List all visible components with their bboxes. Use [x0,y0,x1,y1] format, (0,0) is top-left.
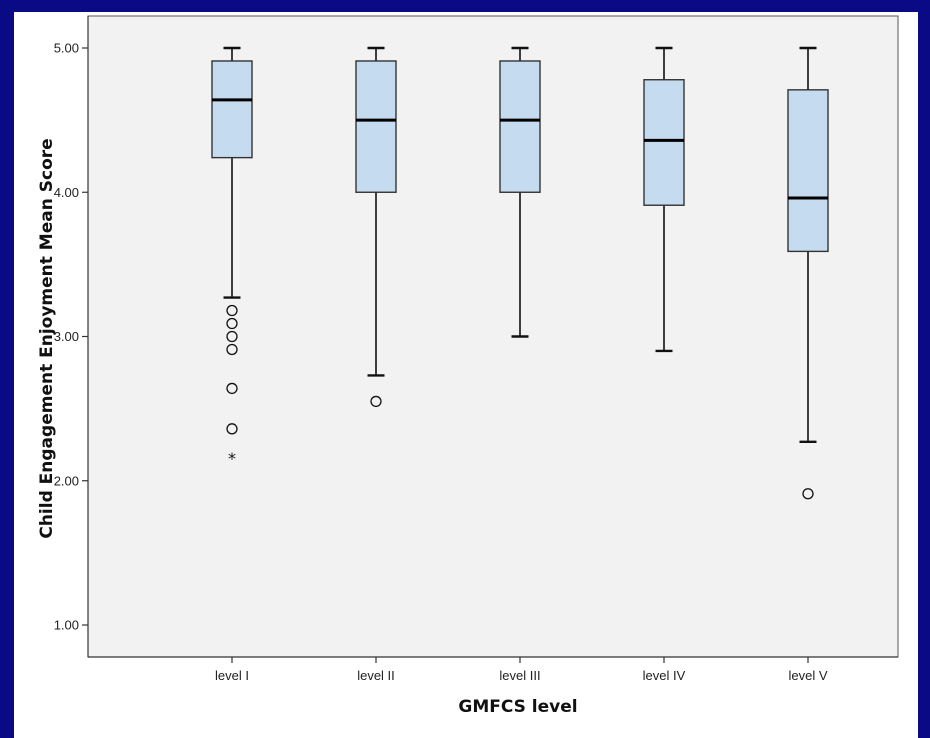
y-axis-title: Child Engagement Enjoyment Mean Score [37,138,57,538]
x-tick-label: level IV [643,668,686,683]
box-group [787,46,829,500]
x-axis: level I level II level III level IV level V [88,656,898,683]
x-tick-label: level III [499,668,540,683]
y-tick-label: 5.00 [54,41,79,56]
outlier-point [802,488,814,500]
y-axis: 1.00 2.00 3.00 4.00 5.00 [54,16,89,657]
x-tick-label: level V [788,668,827,683]
outlier-point [226,423,238,435]
box-group [499,46,541,338]
box-series: * [211,46,829,500]
outlier-point [226,304,238,317]
x-tick-label: level II [357,668,395,683]
x-tick-label: level I [215,668,249,683]
outlier-point [226,343,238,356]
extreme-point: * [228,449,236,468]
box-group: * [211,46,253,468]
box-iqr [211,60,253,159]
y-tick-label: 4.00 [54,185,79,200]
outlier-point [226,330,238,343]
y-tick-label: 2.00 [54,473,79,488]
y-tick-label: 1.00 [54,618,79,633]
outlier-point [226,317,238,330]
outlier-point [226,382,238,395]
plot-area [87,15,899,658]
box-iqr [787,89,829,253]
y-tick-label: 3.00 [54,329,79,344]
outlier-point [370,395,382,408]
box-iqr [499,60,541,193]
box-group [355,46,397,408]
box-iqr [643,79,685,206]
x-axis-title: GMFCS level [458,697,577,717]
box-iqr [355,60,397,193]
box-group [643,46,685,353]
